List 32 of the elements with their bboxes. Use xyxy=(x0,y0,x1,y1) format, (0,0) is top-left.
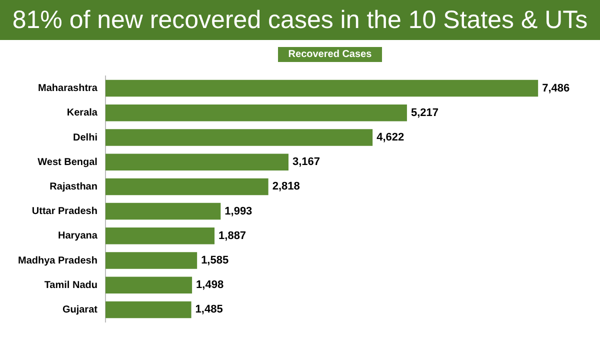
y-tick-label: Kerala xyxy=(66,108,98,119)
data-label: 1,585 xyxy=(201,254,229,267)
bar xyxy=(105,178,268,196)
bar xyxy=(105,104,407,122)
bar xyxy=(105,252,198,269)
chart-title: 81% of new recovered cases in the 10 States & UTs xyxy=(0,0,600,40)
bar xyxy=(105,276,192,294)
y-tick-label: Uttar Pradesh xyxy=(32,206,98,218)
data-label: 1,993 xyxy=(224,205,252,218)
data-label: 1,887 xyxy=(218,230,246,242)
bar xyxy=(105,129,373,146)
bar xyxy=(105,154,288,170)
data-label: 7,486 xyxy=(542,82,570,94)
y-tick-label: West Bengal xyxy=(38,156,98,168)
y-tick-label: Haryana xyxy=(58,230,98,242)
y-tick-label: Delhi xyxy=(73,132,98,144)
data-label: 1,485 xyxy=(195,304,223,316)
data-label: 3,167 xyxy=(292,156,320,168)
data-label: 4,622 xyxy=(376,132,404,144)
bar xyxy=(105,228,215,244)
data-label: 2,818 xyxy=(272,180,300,193)
bar xyxy=(105,80,538,97)
bar xyxy=(105,301,192,318)
y-tick-label: Gujarat xyxy=(62,304,98,316)
y-tick-label: Maharashtra xyxy=(38,83,98,94)
y-tick-label: Tamil Nadu xyxy=(44,280,98,291)
data-label: 5,217 xyxy=(410,106,438,119)
y-tick-label: Rajasthan xyxy=(50,181,98,192)
bar xyxy=(105,202,221,220)
y-tick-label: Madhya Pradesh xyxy=(18,255,98,266)
data-label: 1,498 xyxy=(196,279,224,292)
series-label: Recovered Cases xyxy=(278,47,382,62)
